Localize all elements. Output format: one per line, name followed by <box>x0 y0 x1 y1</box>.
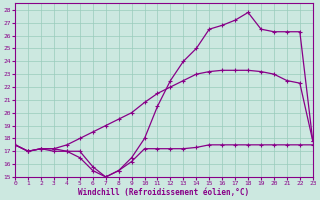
X-axis label: Windchill (Refroidissement éolien,°C): Windchill (Refroidissement éolien,°C) <box>78 188 250 197</box>
